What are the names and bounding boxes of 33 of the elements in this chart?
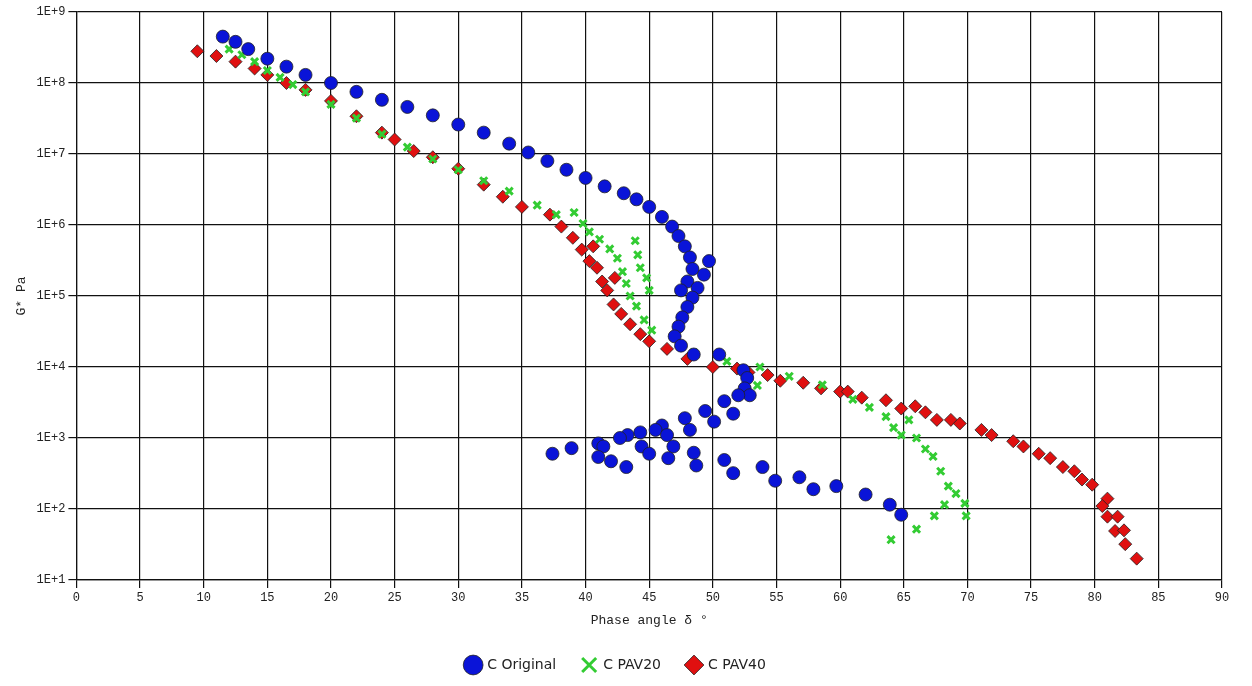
y-tick-label: 1E+2 (36, 502, 66, 517)
y-tick-label: 1E+4 (36, 360, 66, 375)
legend-label: C Original (487, 655, 557, 672)
y-tick-label: 1E+1 (36, 573, 66, 588)
x-tick-label: 90 (1214, 591, 1230, 606)
y-tick-label: 1E+6 (36, 218, 66, 233)
x-tick-label: 45 (642, 591, 657, 606)
x-tick-label: 65 (896, 591, 911, 606)
y-tick-label: 1E+5 (36, 289, 66, 304)
x-tick-label: 25 (387, 591, 402, 606)
x-tick-label: 80 (1087, 591, 1102, 606)
x-tick-label: 20 (323, 591, 339, 606)
y-tick-label: 1E+8 (36, 76, 66, 91)
y-tick-label: 1E+7 (36, 147, 66, 162)
x-tick-label: 75 (1023, 591, 1039, 606)
x-tick-label: 40 (578, 591, 593, 606)
x-axis-title: Phase angle δ ° (590, 612, 708, 628)
x-tick-label: 85 (1151, 591, 1166, 606)
x-tick-label: 30 (451, 591, 466, 606)
x-tick-label: 0 (72, 591, 81, 606)
x-tick-label: 55 (769, 591, 784, 606)
y-tick-label: 1E+3 (36, 431, 66, 446)
legend-label: C PAV40 (708, 655, 766, 672)
y-tick-label: 1E+9 (36, 5, 66, 20)
x-tick-label: 50 (705, 591, 721, 606)
x-tick-label: 70 (960, 591, 975, 606)
x-tick-label: 35 (514, 591, 530, 606)
x-tick-label: 60 (832, 591, 848, 606)
x-tick-label: 5 (136, 591, 144, 606)
legend-label: C PAV20 (603, 655, 662, 672)
y-axis-title: G* Pa (14, 276, 30, 316)
x-tick-label: 15 (260, 591, 275, 606)
x-tick-label: 10 (196, 591, 211, 606)
